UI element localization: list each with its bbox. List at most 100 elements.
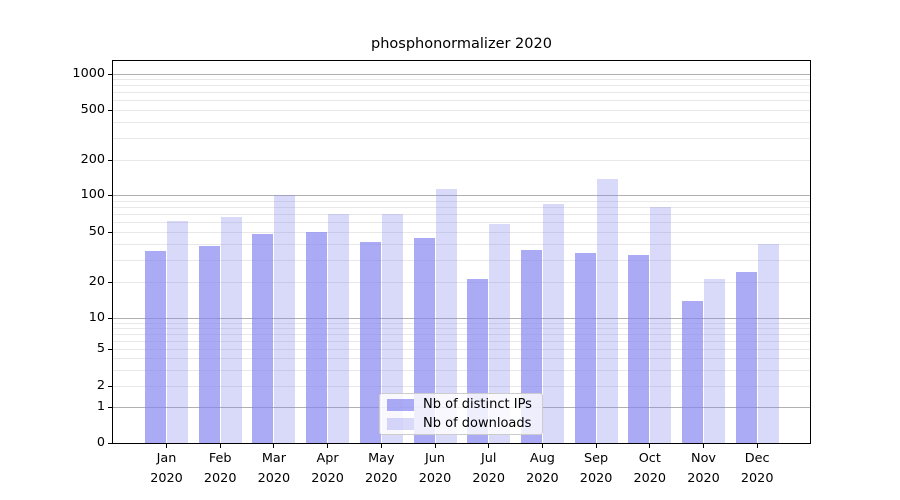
x-axis-tick [541, 444, 543, 448]
bar-downloads-feb [220, 217, 242, 443]
y-axis-tick [108, 73, 112, 75]
y-axis-tick-label: 100 [80, 187, 105, 202]
gridline-major [113, 318, 810, 320]
x-axis-tick-label: Feb 2020 [203, 451, 237, 486]
bar-downloads-dec [757, 244, 779, 443]
chart-title: phosphonormalizer 2020 [371, 36, 552, 52]
legend-label-distinct-ips: Nb of distinct IPs [423, 397, 532, 412]
x-axis-tick-label: Jul 2020 [472, 451, 505, 486]
legend-swatch-downloads-icon [387, 417, 414, 430]
x-axis-tick-label: Apr 2020 [311, 451, 344, 486]
x-axis-tick [219, 444, 221, 448]
x-axis-tick [380, 444, 382, 448]
gridline-minor [113, 259, 810, 261]
y-axis-tick [108, 385, 112, 387]
y-axis-tick-label: 5 [96, 341, 105, 356]
gridline-minor [113, 369, 810, 371]
y-axis-tick-label: 10 [88, 310, 105, 326]
bar-downloads-aug [542, 203, 564, 443]
x-axis-tick-label: Jun 2020 [418, 451, 452, 486]
gridline-minor [113, 200, 810, 202]
legend-row-downloads: Nb of downloads [380, 415, 542, 432]
x-axis-tick [166, 444, 167, 448]
bar-distinct-ips-apr [306, 232, 328, 443]
bar-distinct-ips-sep [574, 252, 596, 443]
gridline-minor [113, 281, 810, 283]
y-axis-tick-label: 20 [88, 273, 105, 289]
bar-distinct-ips-oct [628, 254, 650, 443]
bar-downloads-apr [328, 214, 350, 443]
bar-downloads-may [381, 214, 403, 443]
bar-distinct-ips-mar [252, 234, 274, 443]
gridline-minor [113, 323, 810, 324]
bar-distinct-ips-jun [413, 237, 435, 443]
bar-downloads-jan [167, 220, 188, 443]
gridline-minor [113, 206, 810, 208]
y-axis-tick [108, 232, 112, 233]
x-axis-tick [327, 444, 329, 448]
x-axis-tick-label: Nov 2020 [687, 451, 720, 486]
y-axis-tick [108, 195, 112, 196]
gridline-major [113, 73, 810, 75]
x-axis-tick-label: Aug 2020 [526, 451, 559, 486]
x-axis-tick-label: May 2020 [365, 451, 398, 486]
gridline-minor [113, 357, 810, 359]
y-axis-tick-label: 1 [96, 398, 105, 414]
bar-downloads-jun [435, 189, 457, 443]
gridline-minor [113, 137, 810, 139]
y-axis-tick [108, 281, 112, 283]
gridline-minor [113, 79, 810, 81]
gridline-minor [113, 349, 810, 350]
gridline-minor [113, 244, 810, 246]
y-axis-tick-label: 200 [80, 151, 105, 167]
bar-distinct-ips-feb [198, 245, 220, 443]
bar-distinct-ips-may [359, 241, 381, 443]
gridline-minor [113, 109, 810, 111]
x-axis-tick [595, 444, 597, 448]
x-axis-tick [756, 444, 758, 448]
y-axis-tick [108, 349, 112, 350]
gridline-minor [113, 232, 810, 233]
bar-downloads-jul [489, 224, 511, 443]
gridline-minor [113, 121, 810, 123]
gridline-minor [113, 159, 810, 161]
legend-swatch-distinct-ips-icon [387, 398, 414, 411]
x-axis-tick [649, 444, 651, 448]
y-axis-tick [108, 443, 112, 444]
y-axis-tick-label: 50 [88, 224, 105, 239]
gridline-major [113, 195, 810, 196]
gridline-minor [113, 92, 810, 94]
gridline-minor [113, 85, 810, 87]
x-axis-tick-label: Mar 2020 [257, 451, 291, 486]
x-axis-tick-label: Dec 2020 [740, 451, 774, 486]
y-axis-tick [108, 318, 112, 320]
y-axis-tick-label: 500 [80, 101, 105, 117]
x-axis-tick [434, 444, 436, 448]
gridline-minor [113, 222, 810, 224]
gridline-minor [113, 385, 810, 387]
x-axis-tick [703, 444, 704, 448]
bar-downloads-sep [596, 179, 618, 443]
y-axis-tick [108, 406, 112, 408]
gridline-minor [113, 328, 810, 330]
bar-downloads-mar [274, 195, 296, 443]
gridline-minor [113, 334, 810, 336]
gridline-minor [113, 100, 810, 102]
bar-distinct-ips-jan [145, 251, 166, 443]
legend-label-downloads: Nb of downloads [423, 416, 532, 431]
legend: Nb of distinct IPs Nb of downloads [379, 393, 543, 435]
x-axis-tick-label: Oct 2020 [633, 451, 667, 486]
gridline-minor [113, 340, 810, 342]
y-axis-tick [108, 159, 112, 161]
y-axis-tick-label: 1000 [72, 65, 105, 81]
bar-downloads-nov [704, 279, 725, 443]
legend-row-distinct-ips: Nb of distinct IPs [380, 396, 542, 413]
x-axis-tick-label: Jan 2020 [150, 451, 183, 486]
x-axis-tick [488, 444, 490, 448]
y-axis-tick-label: 0 [96, 435, 105, 450]
bar-downloads-oct [650, 206, 672, 443]
bar-distinct-ips-dec [735, 271, 757, 443]
bar-distinct-ips-nov [682, 300, 703, 443]
gridline-minor [113, 214, 810, 215]
